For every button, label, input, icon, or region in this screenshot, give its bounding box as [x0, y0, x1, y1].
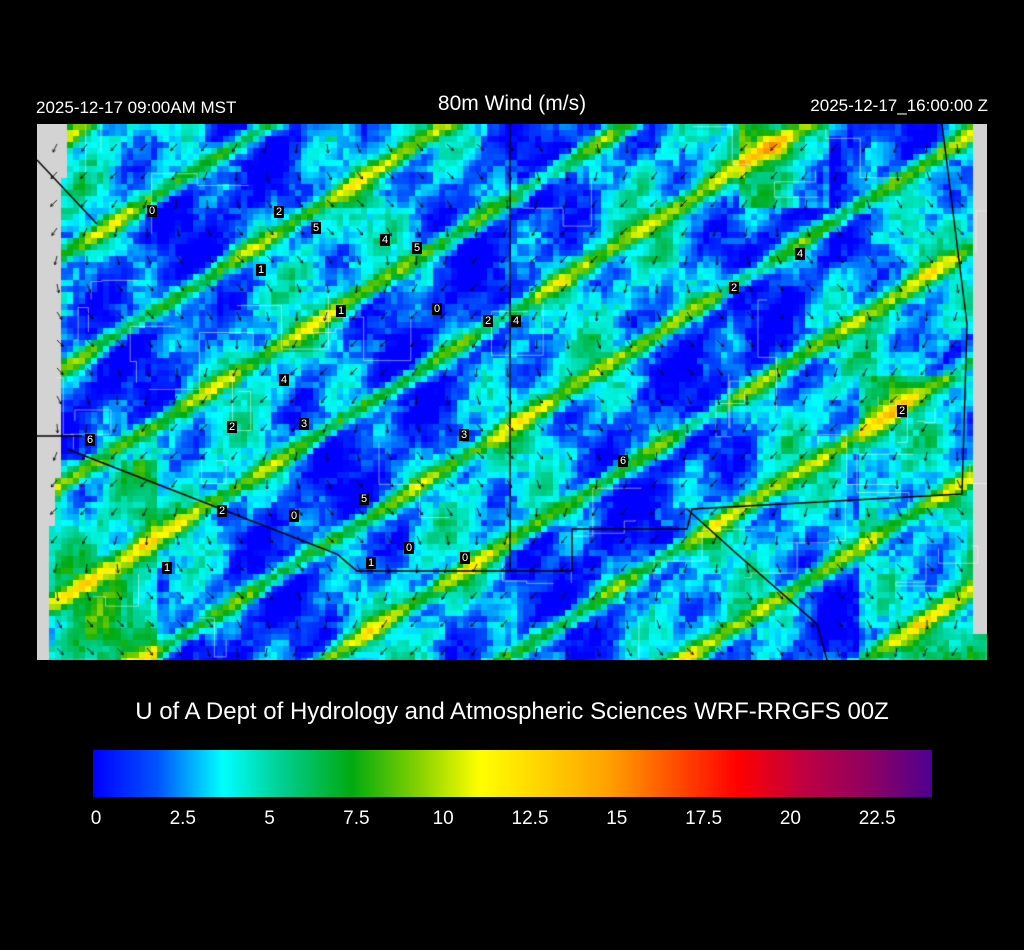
station-wind-label: 0 [403, 542, 415, 554]
station-wind-label: 4 [794, 248, 806, 260]
station-wind-label: 4 [379, 234, 391, 246]
colorbar-tick-label: 20 [779, 808, 801, 829]
station-wind-label: 2 [482, 315, 494, 327]
colorbar-tick-label: 7.5 [343, 808, 370, 829]
station-wind-label: 3 [298, 418, 310, 430]
station-wind-label: 1 [255, 264, 267, 276]
station-wind-label: 2 [226, 421, 238, 433]
station-wind-label: 1 [161, 562, 173, 574]
station-wind-label: 2 [896, 405, 908, 417]
colorbar-tick-label: 5 [264, 808, 275, 829]
station-wind-label: 5 [310, 222, 322, 234]
valid-time-local: 2025-12-17 09:00AM MST [36, 98, 237, 117]
station-wind-label: 2 [216, 505, 228, 517]
credit-line: U of A Dept of Hydrology and Atmospheric… [135, 698, 889, 725]
colorbar-tick-label: 2.5 [169, 808, 197, 829]
station-wind-label: 6 [84, 434, 96, 446]
station-wind-label: 1 [335, 305, 347, 317]
station-wind-label: 0 [431, 303, 443, 315]
station-wind-label: 2 [273, 206, 285, 218]
station-wind-label: 2 [728, 282, 740, 294]
wind-speed-map: 0 2 5 4 5 1 1 0 2 4 2 4 4 2 3 3 6 6 2 2 0 5 0 1 0 1 [37, 124, 987, 660]
station-wind-label: 6 [617, 455, 629, 467]
colorbar-tick-label: 17.5 [685, 808, 723, 829]
colorbar-tick-label: 15 [606, 808, 628, 829]
station-wind-label: 0 [146, 205, 158, 217]
colorbar-tick-label: 0 [90, 808, 102, 829]
wind-field-raster [37, 124, 987, 660]
colorbar-tick-label: 22.5 [858, 808, 896, 829]
colorbar-tick-label: 12.5 [511, 808, 549, 829]
station-wind-label: 4 [278, 374, 290, 386]
station-wind-label: 5 [358, 493, 370, 505]
station-wind-label: 5 [411, 242, 423, 254]
station-wind-label: 4 [510, 315, 522, 327]
valid-time-utc: 2025-12-17_16:00:00 Z [810, 96, 988, 115]
map-title: 80m Wind (m/s) [437, 92, 587, 115]
station-wind-label: 1 [365, 557, 377, 569]
colorbar-tick-label: 10 [432, 808, 454, 829]
station-wind-label: 3 [458, 429, 470, 441]
colorbar [93, 750, 932, 797]
station-wind-label: 0 [459, 552, 471, 564]
station-wind-label: 0 [288, 510, 300, 522]
